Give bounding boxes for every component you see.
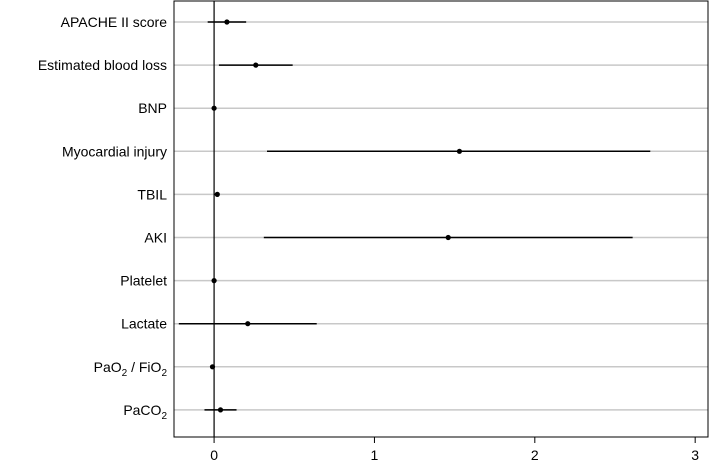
row-label: Platelet: [120, 273, 167, 289]
row-label: Lactate: [121, 316, 167, 332]
row-label: PaCO2: [123, 402, 167, 422]
x-tick-label: 1: [371, 447, 379, 463]
point-estimate: [217, 407, 224, 413]
x-tick-label: 2: [531, 447, 539, 463]
row-label: PaO2 / FiO2: [94, 359, 168, 379]
point-estimate: [214, 191, 220, 197]
x-tick-label: 0: [210, 447, 218, 463]
plot-frame: [173, 0, 709, 438]
row-label: AKI: [144, 230, 167, 246]
point-estimate: [245, 321, 251, 327]
x-axis: 0 1 2 3: [210, 437, 699, 463]
row-label: Myocardial injury: [62, 143, 167, 159]
row-label: TBIL: [137, 186, 167, 202]
row-labels: APACHE II score Estimated blood loss BNP My…: [38, 14, 168, 422]
point-estimate: [211, 278, 217, 284]
x-tick-label: 3: [691, 447, 699, 463]
point-estimate: [224, 19, 230, 25]
row-label: BNP: [138, 100, 167, 116]
point-estimate: [445, 234, 451, 241]
row-label: APACHE II score: [61, 14, 168, 30]
point-estimate: [211, 105, 217, 111]
point-estimate: [253, 62, 259, 68]
point-estimates: [209, 19, 463, 413]
grid-lines: [174, 21, 708, 411]
point-estimate: [456, 148, 463, 154]
confidence-intervals: [178, 21, 651, 411]
point-estimate: [209, 364, 216, 370]
row-label: Estimated blood loss: [38, 57, 167, 73]
